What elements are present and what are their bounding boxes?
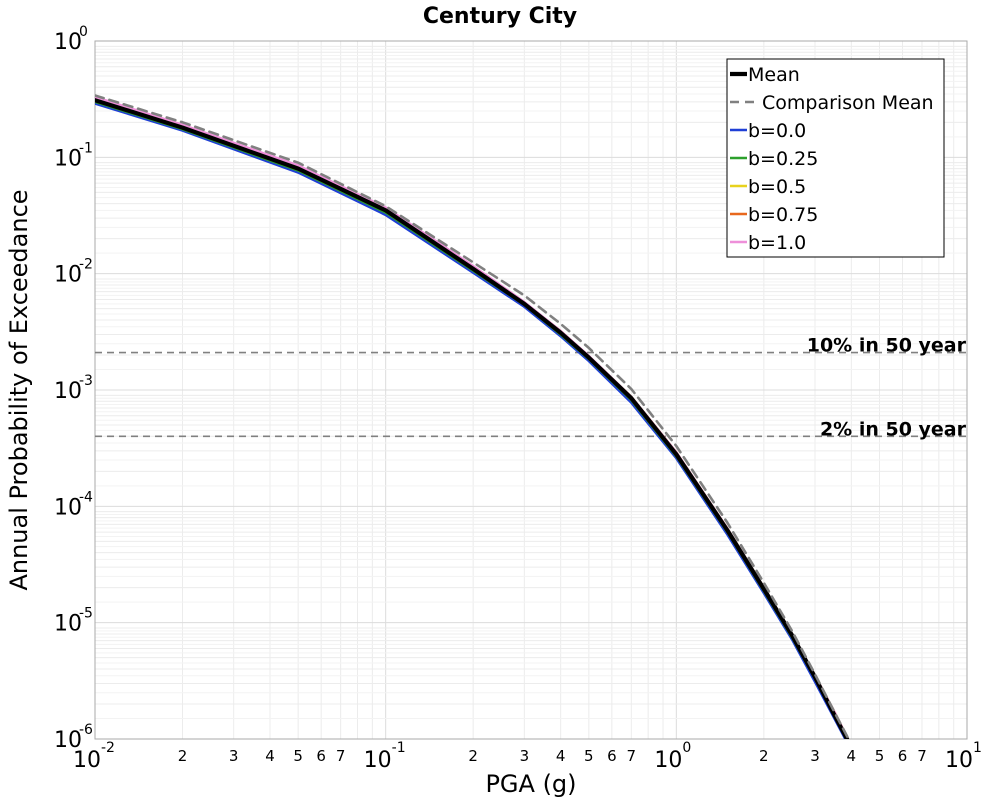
series-lines	[95, 94, 850, 739]
x-minor-tick-label: 5	[875, 747, 885, 765]
x-tick-label: 10	[73, 748, 101, 773]
x-minor-tick-label: 2	[759, 747, 769, 765]
x-minor-tick-label: 7	[917, 747, 927, 765]
legend-entry: b=0.25	[748, 148, 818, 170]
x-tick-label: 10	[364, 748, 392, 773]
x-minor-tick-label: 5	[584, 747, 594, 765]
x-minor-tick-label: 6	[316, 747, 326, 765]
y-tick-label: 10	[54, 728, 82, 753]
y-tick-label: 10	[54, 495, 82, 520]
x-tick-label: 10	[654, 748, 682, 773]
x-minor-tick-label: 3	[520, 747, 530, 765]
tick-labels: 10 -2 10 -1 10 0 10 12 3 4 5 6 7 2 3 4 5 6 7 2 3 4 5 6 710010-11…	[54, 24, 982, 773]
series-line-mean	[95, 98, 850, 739]
legend-entry: b=0.75	[748, 204, 818, 226]
legend-entry: b=1.0	[748, 232, 806, 254]
legend-entry: b=0.0	[748, 120, 806, 142]
legend-entry: Comparison Mean	[762, 92, 934, 114]
y-tick-label: 10	[54, 612, 82, 637]
grid	[94, 41, 967, 740]
x-minor-tick-label: 4	[847, 747, 857, 765]
reference-line-label: 2% in 50 year	[820, 418, 967, 440]
reference-lines: 10% in 50 year 2% in 50 year	[95, 335, 967, 440]
y-tick-exponent: -6	[79, 722, 93, 738]
x-minor-tick-label: 6	[898, 747, 908, 765]
y-tick-exponent: -4	[79, 489, 93, 505]
x-tick-exponent: 0	[682, 740, 691, 756]
x-minor-tick-label: 7	[336, 747, 346, 765]
plot-frame	[94, 40, 968, 740]
y-tick-exponent: -2	[79, 257, 93, 273]
y-tick-label: 10	[54, 379, 82, 404]
x-minor-tick-label: 2	[468, 747, 478, 765]
y-tick-label: 10	[54, 263, 82, 288]
x-tick-exponent: 1	[973, 740, 982, 756]
legend-box	[726, 58, 945, 258]
legend: Mean Comparison Mean b=0.0 b=0.25 b=0.5 b=0.7…	[726, 58, 945, 258]
x-minor-tick-label: 3	[810, 747, 820, 765]
x-tick-exponent: -1	[392, 740, 406, 756]
chart-title: Century City	[423, 4, 577, 29]
legend-entry: Mean	[748, 64, 800, 86]
x-minor-tick-label: 5	[293, 747, 303, 765]
x-axis-label: PGA (g)	[485, 770, 576, 798]
series-line-comparison-mean	[95, 94, 850, 739]
x-tick-label: 10	[945, 748, 973, 773]
x-tick-exponent: -2	[101, 740, 115, 756]
x-minor-tick-label: 4	[556, 747, 566, 765]
y-tick-exponent: -3	[79, 373, 93, 389]
x-minor-tick-label: 3	[229, 747, 239, 765]
x-minor-tick-label: 6	[607, 747, 617, 765]
reference-line-label: 10% in 50 year	[807, 335, 967, 357]
y-tick-exponent: -1	[79, 140, 93, 156]
y-tick-exponent: -5	[79, 606, 93, 622]
x-minor-tick-label: 2	[178, 747, 188, 765]
y-axis-label: Annual Probability of Exceedance	[5, 189, 33, 590]
legend-entry: b=0.5	[748, 176, 806, 198]
y-tick-label: 10	[54, 30, 82, 55]
x-minor-tick-label: 4	[265, 747, 275, 765]
x-minor-tick-label: 7	[627, 747, 637, 765]
y-tick-label: 10	[54, 146, 82, 171]
y-tick-exponent: 0	[79, 24, 88, 40]
